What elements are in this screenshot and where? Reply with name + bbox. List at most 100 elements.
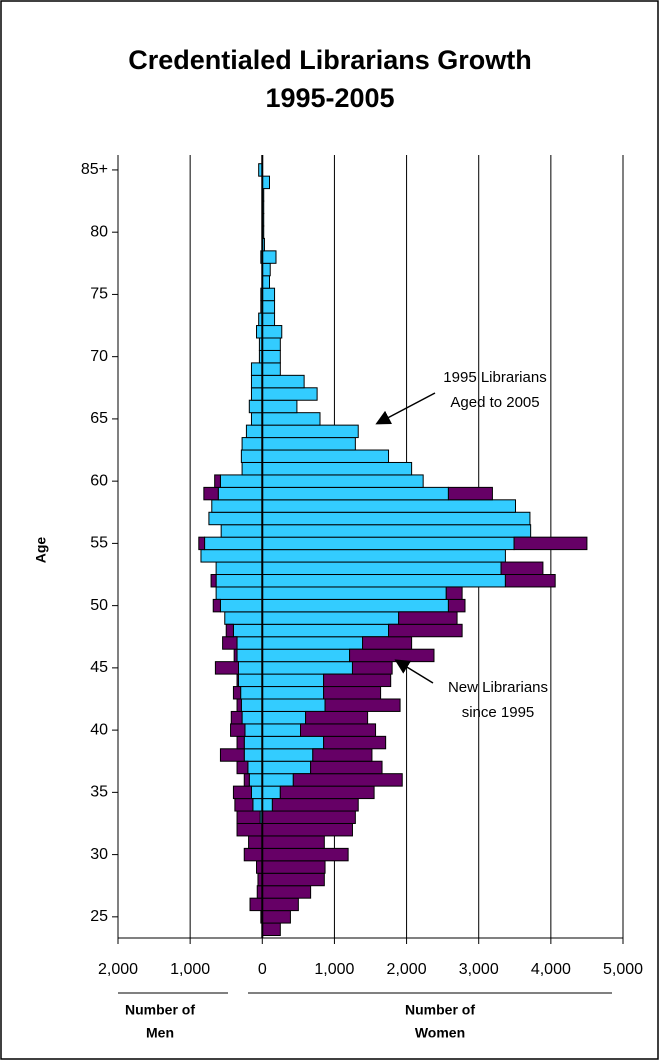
- bar: [261, 511, 531, 526]
- annotation-arrow: [394, 659, 434, 684]
- bar: [261, 250, 277, 264]
- x-tick-label: 2,000: [387, 961, 427, 978]
- bar: [220, 524, 263, 538]
- bar: [248, 835, 263, 849]
- bar: [292, 773, 403, 787]
- bar: [244, 723, 263, 737]
- bar: [210, 574, 217, 588]
- bar: [211, 499, 263, 513]
- bar: [215, 574, 263, 588]
- bar: [261, 175, 270, 190]
- bar: [249, 897, 263, 912]
- annotation-arrow: [375, 392, 436, 425]
- bar: [261, 698, 326, 712]
- bar: [200, 549, 263, 563]
- bar: [261, 362, 281, 376]
- x-axis-label: Women: [415, 1025, 465, 1041]
- bar: [214, 661, 239, 675]
- bar: [261, 785, 281, 800]
- bar: [236, 673, 239, 688]
- bar: [447, 486, 493, 501]
- bar: [261, 536, 515, 551]
- bar: [261, 387, 318, 401]
- x-tick-label: 1,000: [314, 961, 354, 978]
- bar: [250, 785, 263, 800]
- bar: [261, 300, 276, 314]
- bar: [212, 598, 221, 613]
- bar: [214, 474, 221, 488]
- bar: [261, 337, 281, 351]
- bar: [245, 424, 263, 439]
- bar: [250, 412, 263, 426]
- bar: [241, 437, 263, 451]
- x-tick-label: 4,000: [531, 961, 571, 978]
- bar: [243, 735, 263, 750]
- bar: [241, 461, 263, 476]
- bar: [237, 673, 263, 688]
- bar: [305, 710, 369, 725]
- bar: [236, 698, 242, 712]
- bar: [300, 723, 377, 737]
- annotation: 1995 Librarians: [443, 369, 546, 386]
- bar: [261, 798, 273, 812]
- bar: [323, 686, 382, 700]
- bar: [234, 798, 254, 812]
- bar: [261, 885, 312, 899]
- bar: [247, 760, 263, 775]
- bar: [261, 399, 298, 414]
- bar: [219, 598, 263, 613]
- bar: [261, 723, 302, 737]
- bar: [225, 623, 234, 638]
- y-tick-label: 30: [90, 846, 108, 863]
- bar: [445, 586, 463, 600]
- bar: [261, 648, 351, 663]
- bar: [261, 312, 276, 327]
- bar: [388, 623, 463, 638]
- bar: [513, 536, 588, 551]
- bar: [224, 611, 263, 625]
- bar: [261, 748, 314, 762]
- bar: [261, 810, 356, 824]
- bar: [261, 611, 400, 625]
- bar: [261, 437, 356, 451]
- y-tick-label: 85+: [81, 161, 108, 178]
- bar: [261, 773, 294, 787]
- bar: [261, 623, 390, 638]
- bar: [240, 449, 263, 463]
- x-tick-label: 0: [258, 961, 267, 978]
- y-tick-label: 60: [90, 472, 108, 489]
- bar: [215, 586, 263, 600]
- plot-area: 2,000 1,000 0 1,000 2,000 3,000 4,000 5,000 25 30…: [81, 155, 643, 978]
- bar: [261, 910, 291, 924]
- bar: [236, 822, 263, 837]
- bar: [323, 735, 387, 750]
- bar: [261, 474, 424, 488]
- bar: [261, 325, 283, 339]
- bar: [261, 287, 276, 302]
- bar: [261, 897, 299, 912]
- bar: [324, 698, 401, 712]
- bar: [261, 412, 321, 426]
- bar: [236, 735, 245, 750]
- x-axis-label: Number of: [125, 1002, 195, 1018]
- bar: [232, 686, 242, 700]
- bar: [222, 636, 238, 650]
- bar: [261, 424, 359, 439]
- bar: [261, 760, 312, 775]
- bar: [261, 499, 517, 513]
- bar: [323, 673, 392, 688]
- y-tick-label: 75: [90, 286, 108, 303]
- annotation: New Librarians: [448, 679, 548, 696]
- bar: [261, 710, 307, 725]
- chart-title: 1995-2005: [265, 83, 394, 113]
- bar: [351, 661, 393, 675]
- y-tick-label: 40: [90, 721, 108, 738]
- bar: [261, 847, 349, 862]
- annotation: since 1995: [462, 704, 535, 721]
- bar: [250, 374, 263, 389]
- bar: [261, 449, 390, 463]
- y-tick-label: 65: [90, 410, 108, 427]
- bar: [261, 586, 447, 600]
- bar: [261, 835, 325, 849]
